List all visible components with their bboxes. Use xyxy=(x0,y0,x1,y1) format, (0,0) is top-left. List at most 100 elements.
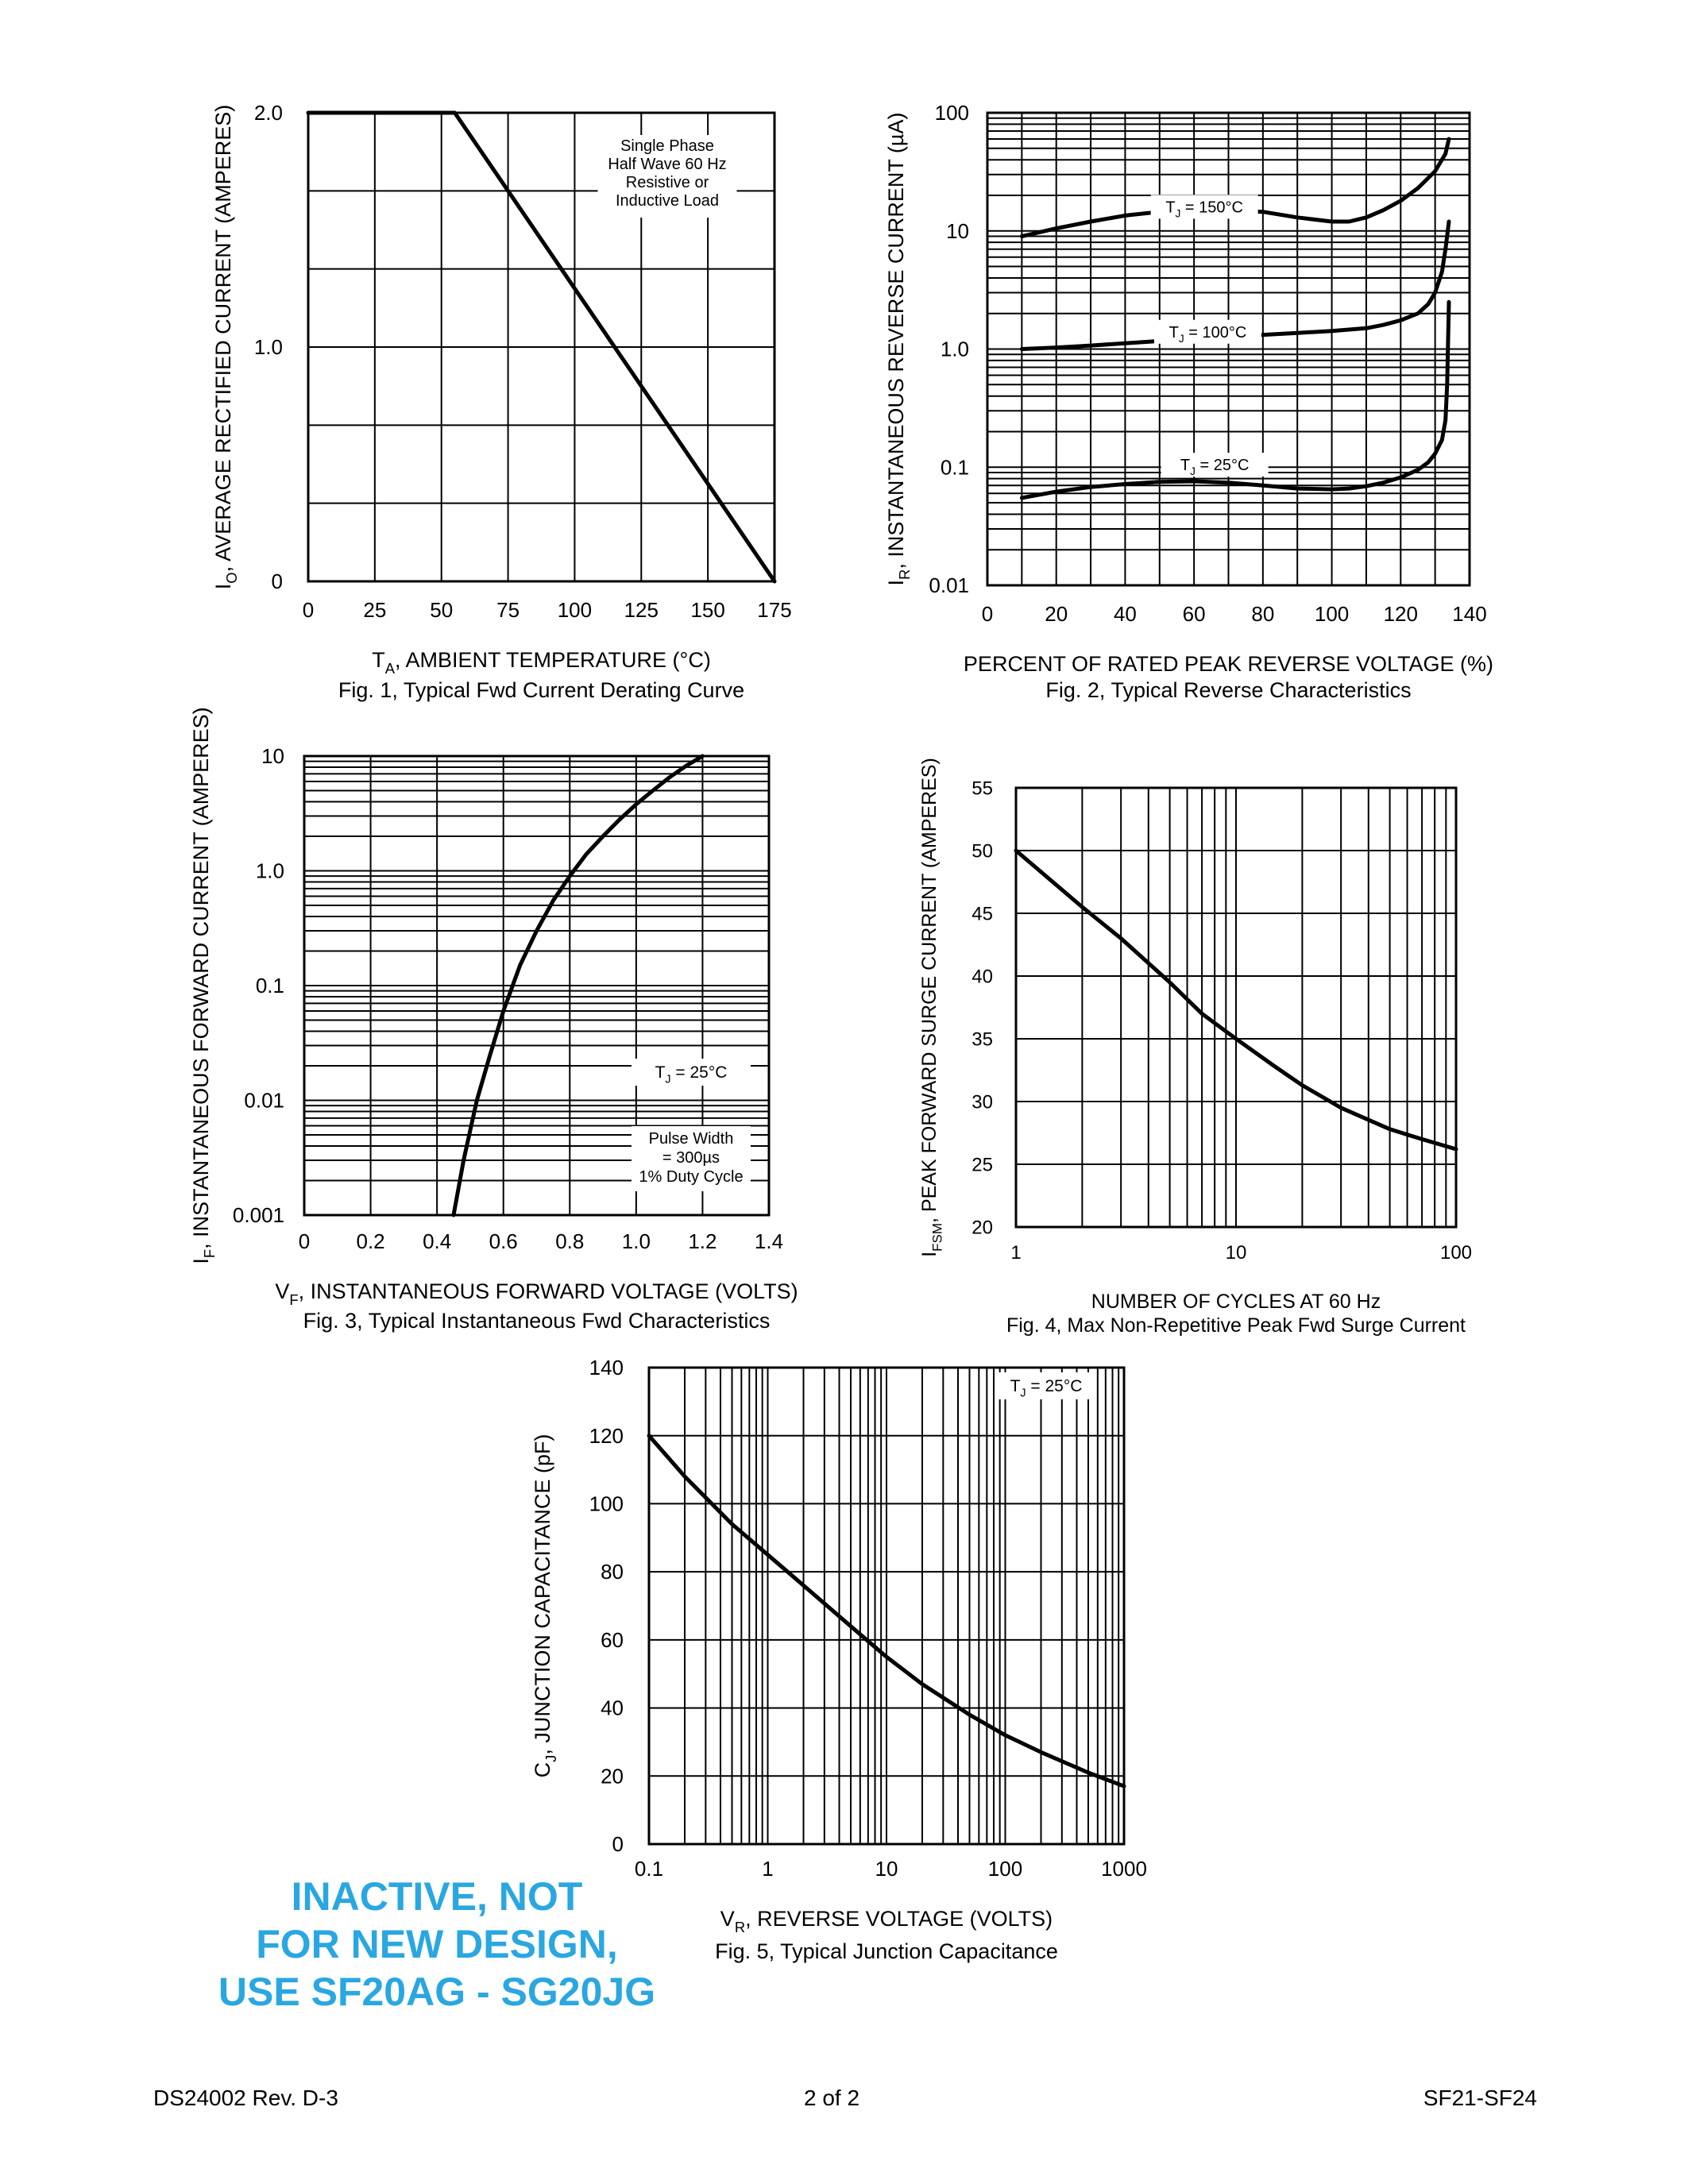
x-tick-label: 1 xyxy=(1010,1242,1021,1264)
y-tick-label: 80 xyxy=(601,1560,624,1584)
series-label-box xyxy=(1161,453,1269,477)
footer-page-number: 2 of 2 xyxy=(804,2086,860,2110)
plot-grid xyxy=(648,1367,1124,1845)
x-tick-label: 40 xyxy=(1114,602,1137,626)
x-tick-label: 60 xyxy=(1183,602,1206,626)
fig2-reverse-characteristics-chart: 0 20 40 60 80 100 120 140 0.01 0.1 1.0 10 100 PERCENT… xyxy=(884,101,1493,702)
x-tick-label: 0.2 xyxy=(356,1229,384,1253)
fig1-derating-chart: 0 25 50 75 100 125 150 175 0 1.0 2.0 TA, AMBIENT TE… xyxy=(211,101,792,702)
stamp-line-3: USE SF20AG - SG20JG xyxy=(218,1970,656,2014)
plot-frame xyxy=(1014,786,1458,1229)
x-tick-label: 1.0 xyxy=(622,1229,651,1253)
figure-caption: Fig. 2, Typical Reverse Characteristics xyxy=(1045,678,1411,702)
series-label: TJ = 150°C xyxy=(1165,199,1243,219)
x-tick-label: 10 xyxy=(1226,1242,1247,1264)
y-tick-label: 0.001 xyxy=(233,1203,284,1227)
plot-frame xyxy=(307,111,776,583)
y-tick-label: 100 xyxy=(589,1492,624,1516)
x-tick-label: 100 xyxy=(1440,1242,1472,1264)
series-label-box xyxy=(1150,195,1258,219)
annotation-line: Half Wave 60 Hz xyxy=(608,156,726,173)
y-tick-label: 55 xyxy=(971,778,993,799)
x-tick-label: 50 xyxy=(430,598,453,622)
y-axis-label: IR, INSTANTANEOUS REVERSE CURRENT (µA) xyxy=(884,113,913,586)
x-tick-label: 100 xyxy=(1315,602,1349,626)
pulse-annotation-line: = 300µs xyxy=(662,1149,720,1167)
annotation-line: Single Phase xyxy=(620,137,714,155)
y-tick-label: 1.0 xyxy=(254,335,283,359)
x-tick-label: 25 xyxy=(363,598,386,622)
fig4-surge-current-chart: 1 10 100 20 25 30 35 40 45 50 55 NUMBER OF CYCLES A… xyxy=(918,758,1472,1337)
stamp-line-1: INACTIVE, NOT xyxy=(291,1874,583,1919)
y-tick-label: 50 xyxy=(971,840,993,862)
y-tick-label: 45 xyxy=(971,903,993,924)
y-tick-label: 0.1 xyxy=(941,455,969,479)
series-line-1 xyxy=(1014,848,1458,1152)
y-tick-label: 1.0 xyxy=(941,338,969,361)
annotation-line: Resistive or xyxy=(626,174,709,191)
y-tick-label: 10 xyxy=(946,219,969,243)
annotation-box xyxy=(597,135,737,218)
y-tick-label: 30 xyxy=(971,1091,993,1113)
y-tick-label: 0.01 xyxy=(244,1089,284,1113)
y-axis-label: IF, INSTANTANEOUS FORWARD CURRENT (AMPER… xyxy=(189,707,218,1264)
series-line-3 xyxy=(1019,299,1451,500)
footer-part-number: SF21-SF24 xyxy=(1423,2086,1537,2110)
y-axis-label: CJ, JUNCTION CAPACITANCE (pF) xyxy=(531,1434,559,1778)
x-tick-label: 0 xyxy=(982,602,993,626)
x-tick-label: 0.1 xyxy=(635,1857,663,1881)
x-tick-label: 0 xyxy=(299,1229,310,1253)
tj-annotation: TJ = 25°C xyxy=(655,1063,728,1086)
pulse-annotation-line: Pulse Width xyxy=(649,1130,734,1148)
x-tick-label: 125 xyxy=(624,598,659,622)
figure-caption: Fig. 5, Typical Junction Capacitance xyxy=(715,1939,1058,1963)
annotation-line: Inductive Load xyxy=(616,192,719,210)
y-tick-label: 20 xyxy=(971,1217,993,1238)
y-tick-label: 0.1 xyxy=(256,974,284,997)
x-axis-label: VR, REVERSE VOLTAGE (VOLTS) xyxy=(720,1907,1053,1935)
y-tick-label: 1.0 xyxy=(256,859,284,883)
x-tick-label: 100 xyxy=(558,598,592,622)
y-tick-label: 35 xyxy=(971,1028,993,1050)
y-tick-label: 140 xyxy=(589,1356,624,1379)
y-tick-label: 25 xyxy=(971,1154,993,1175)
x-axis-label: NUMBER OF CYCLES AT 60 Hz xyxy=(1091,1291,1381,1313)
x-tick-label: 175 xyxy=(757,598,791,622)
plot-frame xyxy=(303,754,771,1217)
y-tick-label: 120 xyxy=(589,1424,624,1448)
figure-caption: Fig. 3, Typical Instantaneous Fwd Charac… xyxy=(303,1309,771,1333)
y-tick-label: 40 xyxy=(971,966,993,987)
tj-annotation: TJ = 25°C xyxy=(1010,1377,1083,1399)
x-axis-label: VF, INSTANTANEOUS FORWARD VOLTAGE (VOLTS… xyxy=(275,1279,798,1308)
x-tick-label: 1 xyxy=(762,1857,773,1881)
footer-doc-number: DS24002 Rev. D-3 xyxy=(153,2086,338,2110)
x-tick-label: 0.6 xyxy=(489,1229,518,1253)
series-label: TJ = 25°C xyxy=(1180,457,1250,477)
x-tick-label: 140 xyxy=(1452,602,1486,626)
series-line-1 xyxy=(1019,137,1451,239)
series-line-1 xyxy=(451,754,705,1217)
figure-caption: Fig. 4, Max Non-Repetitive Peak Fwd Surg… xyxy=(1006,1314,1466,1337)
y-axis-label: IFSM, PEAK FORWARD SURGE CURRENT (AMPERE… xyxy=(918,758,945,1257)
y-axis-label: IO, AVERAGE RECTIFIED CURRENT (AMPERES) xyxy=(211,105,240,589)
x-tick-label: 1.4 xyxy=(755,1229,783,1253)
x-tick-label: 10 xyxy=(875,1857,898,1881)
inactive-stamp: INACTIVE, NOT FOR NEW DESIGN, USE SF20AG… xyxy=(179,1873,695,2016)
pulse-annotation-box xyxy=(632,1126,751,1191)
fig3-forward-characteristics-chart: 0 0.2 0.4 0.6 0.8 1.0 1.2 1.4 0.001 0.01 0.1 1.0 10 V… xyxy=(189,707,798,1333)
x-tick-label: 150 xyxy=(690,598,724,622)
x-tick-label: 120 xyxy=(1384,602,1418,626)
y-tick-label: 10 xyxy=(261,744,284,768)
stamp-line-2: FOR NEW DESIGN, xyxy=(256,1922,618,1966)
x-tick-label: 1.2 xyxy=(688,1229,717,1253)
x-axis-label: PERCENT OF RATED PEAK REVERSE VOLTAGE (%… xyxy=(964,652,1493,676)
y-tick-label: 0 xyxy=(612,1832,624,1856)
figure-caption: Fig. 1, Typical Fwd Current Derating Cur… xyxy=(338,678,744,702)
x-tick-label: 0.4 xyxy=(423,1229,451,1253)
plot-frame xyxy=(647,1366,1126,1846)
plot-grid xyxy=(1015,787,1456,1228)
x-tick-label: 80 xyxy=(1251,602,1274,626)
x-tick-label: 75 xyxy=(496,598,520,622)
series-line-1 xyxy=(306,110,777,584)
